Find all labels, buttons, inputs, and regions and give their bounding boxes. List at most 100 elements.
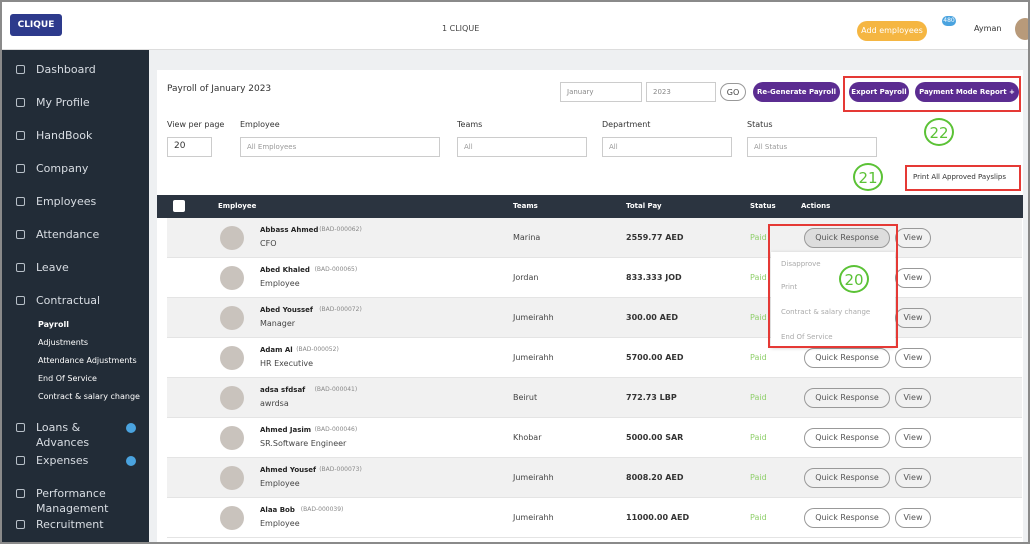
filter-select[interactable]: 20 xyxy=(167,137,212,157)
sidebar-item[interactable]: Leave xyxy=(36,261,69,274)
employee-avatar xyxy=(220,466,244,490)
sidebar-icon xyxy=(16,296,25,305)
view-button[interactable]: View xyxy=(895,468,931,488)
employee-name: Abed Khaled xyxy=(260,266,310,274)
sidebar-item[interactable]: Contractual xyxy=(36,294,101,307)
page-title: Payroll of January 2023 xyxy=(167,84,272,94)
view-button[interactable]: View xyxy=(895,308,931,328)
view-button[interactable]: View xyxy=(895,228,931,248)
sidebar-item[interactable]: Dashboard xyxy=(36,63,96,76)
highlight-box xyxy=(843,76,1021,112)
year-select[interactable]: 2023 xyxy=(646,82,716,102)
sidebar-item[interactable]: HandBook xyxy=(36,129,93,142)
employee-role: SR.Software Engineer xyxy=(260,439,347,448)
quick-response-button[interactable]: Quick Response xyxy=(804,508,890,528)
header-checkbox[interactable] xyxy=(173,200,185,212)
quick-response-button[interactable]: Quick Response xyxy=(804,388,890,408)
view-button[interactable]: View xyxy=(895,268,931,288)
status: Paid xyxy=(750,473,767,482)
table-header xyxy=(157,195,1023,218)
sidebar-item[interactable]: My Profile xyxy=(36,96,90,109)
sidebar-item[interactable]: Company xyxy=(36,162,89,175)
month-select[interactable]: January xyxy=(560,82,642,102)
team: Jumeirahh xyxy=(513,513,554,522)
employee-id: (BAD-000073) xyxy=(319,466,362,473)
quick-response-button[interactable]: Quick Response xyxy=(804,428,890,448)
filter-select[interactable]: All xyxy=(457,137,587,157)
employee-avatar xyxy=(220,346,244,370)
column-header: Status xyxy=(750,202,776,210)
sidebar-item[interactable]: Recruitment xyxy=(36,518,104,531)
total-pay: 8008.20 AED xyxy=(626,473,684,482)
team: Jumeirahh xyxy=(513,473,554,482)
annotation-circle: 20 xyxy=(839,265,869,293)
dropdown-item[interactable]: Print xyxy=(781,283,798,291)
filter-select[interactable]: All Status xyxy=(747,137,877,157)
view-button[interactable]: View xyxy=(895,348,931,368)
sidebar-icon xyxy=(16,230,25,239)
submenu-item[interactable]: Adjustments xyxy=(38,338,89,347)
quick-response-button[interactable]: Quick Response xyxy=(804,348,890,368)
sidebar-badge xyxy=(126,423,136,433)
regenerate-button[interactable]: Re-Generate Payroll xyxy=(753,82,840,102)
sidebar-item[interactable]: Employees xyxy=(36,195,97,208)
submenu-item[interactable]: Attendance Adjustments xyxy=(38,356,137,365)
submenu-item[interactable]: Contract & salary change xyxy=(38,392,140,401)
sidebar-item[interactable]: Loans & Advances xyxy=(36,421,90,449)
submenu-item[interactable]: Payroll xyxy=(38,320,69,329)
submenu-item[interactable]: End Of Service xyxy=(38,374,97,383)
status: Paid xyxy=(750,513,767,522)
status: Paid xyxy=(750,393,767,402)
filter-select[interactable]: All xyxy=(602,137,732,157)
team: Marina xyxy=(513,233,541,242)
employee-id: (BAD-000072) xyxy=(319,306,362,313)
team: Beirut xyxy=(513,393,538,402)
sidebar-item[interactable]: Performance Management xyxy=(36,487,109,515)
add-employees[interactable]: Add employees xyxy=(857,21,927,41)
sidebar-icon xyxy=(16,263,25,272)
sidebar-icon xyxy=(16,520,25,529)
column-header: Teams xyxy=(513,202,538,210)
status: Paid xyxy=(750,433,767,442)
payment-report-button[interactable]: Payment Mode Report + xyxy=(915,82,1019,102)
highlight-box xyxy=(768,224,898,348)
employee-name: Adam Al xyxy=(260,346,293,354)
employee-avatar xyxy=(220,226,244,250)
sidebar-item[interactable]: Expenses xyxy=(36,454,89,467)
export-button[interactable]: Export Payroll xyxy=(849,82,909,102)
column-header: Total Pay xyxy=(626,202,662,210)
filter-label: View per page xyxy=(167,120,225,129)
quick-response-button[interactable]: Quick Response xyxy=(804,468,890,488)
employee-role: HR Executive xyxy=(260,359,314,368)
view-button[interactable]: View xyxy=(895,428,931,448)
table-row xyxy=(167,418,1022,458)
sidebar-icon xyxy=(16,164,25,173)
print-all-link[interactable]: Print All Approved Payslips xyxy=(913,173,1006,181)
sidebar-icon xyxy=(16,423,25,432)
employee-role: Employee xyxy=(260,279,300,288)
go-button[interactable]: GO xyxy=(720,83,746,101)
view-button[interactable]: View xyxy=(895,508,931,528)
employee-name: Ahmed Yousef xyxy=(260,466,317,474)
status: Paid xyxy=(750,313,767,322)
status: Paid xyxy=(750,233,767,242)
dropdown-item[interactable]: End Of Service xyxy=(781,333,833,341)
total-pay: 833.333 JOD xyxy=(626,273,682,282)
status: Paid xyxy=(750,353,767,362)
team: Jumeirahh xyxy=(513,313,554,322)
filter-select[interactable]: All Employees xyxy=(240,137,440,157)
sidebar-item[interactable]: Attendance xyxy=(36,228,100,241)
total-pay: 5000.00 SAR xyxy=(626,433,684,442)
table-row xyxy=(167,498,1022,538)
user-menu[interactable]: Ayman xyxy=(974,24,1002,33)
view-button[interactable]: View xyxy=(895,388,931,408)
employee-name: Abed Youssef xyxy=(260,306,313,314)
employee-id: (BAD-000062) xyxy=(319,226,362,233)
dropdown-item[interactable]: Contract & salary change xyxy=(781,308,871,316)
company-name: 1 CLIQUE xyxy=(442,24,480,33)
dropdown-item[interactable]: Disapprove xyxy=(781,260,821,268)
quick-response-button[interactable]: Quick Response xyxy=(804,228,890,248)
employee-avatar xyxy=(220,386,244,410)
employee-id: (BAD-000039) xyxy=(300,506,344,513)
